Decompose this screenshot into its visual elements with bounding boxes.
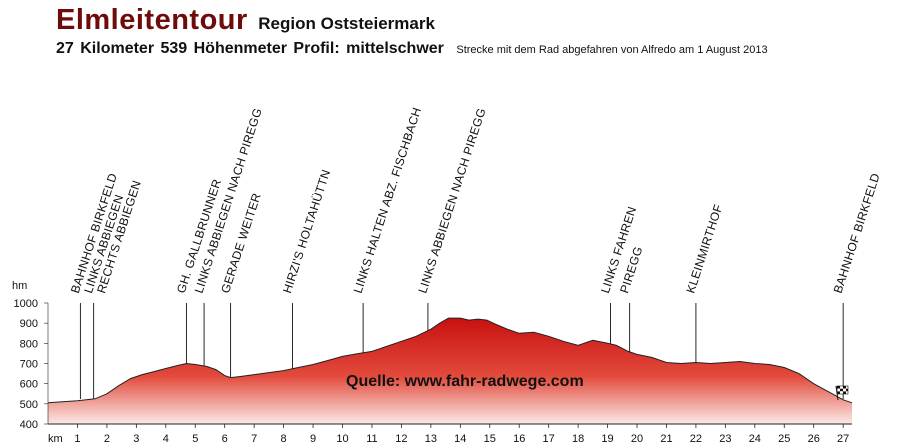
- x-tick-label: 6: [222, 433, 228, 445]
- chart-title: Elmleitentour: [56, 4, 248, 36]
- chart-title-block: Elmleitentour Region Oststeiermark: [56, 4, 435, 37]
- waypoint-label: KLEINMIRTHOF: [683, 202, 725, 295]
- route-note: Strecke mit dem Rad abgefahren von Alfre…: [456, 44, 768, 56]
- x-tick-label: 26: [808, 433, 820, 445]
- x-tick-label: 10: [336, 433, 348, 445]
- x-tick-label: 9: [310, 433, 316, 445]
- y-tick-label: 700: [20, 359, 38, 371]
- waypoint-label: LINKS HALTEN ABZ. FISCHBACH: [351, 106, 424, 295]
- x-tick-label: 4: [163, 433, 169, 445]
- x-tick-label: 3: [133, 433, 139, 445]
- x-tick-label: 11: [366, 433, 377, 445]
- y-tick-label: 800: [20, 338, 38, 350]
- y-tick-label: 1000: [14, 298, 38, 310]
- elevation-area: [48, 318, 852, 424]
- x-tick-label: 18: [572, 433, 584, 445]
- x-tick-label: 19: [601, 433, 613, 445]
- x-tick-label: 20: [631, 433, 643, 445]
- y-tick-label: 400: [20, 419, 38, 431]
- x-axis-unit: km: [48, 433, 63, 445]
- x-axis-ticks: 1 2 3 4 5 6 7 8 9 10 11 12 13 14 15 16 17 18 19 20 21 22 23 24 2…: [74, 424, 849, 445]
- x-tick-label: 16: [513, 433, 525, 445]
- x-tick-label: 25: [778, 433, 790, 445]
- elevation-line: [47, 317, 853, 404]
- waypoint-label: HIRZI'S HOLTAHÜTTN: [280, 168, 333, 295]
- route-stats: 27 Kilometer 539 Höhenmeter Profil: mitt…: [56, 40, 444, 57]
- x-tick-label: 17: [543, 433, 555, 445]
- source-note: Quelle: www.fahr-radwege.com: [346, 373, 584, 390]
- x-tick-label: 23: [719, 433, 731, 445]
- y-tick-label: 900: [20, 318, 38, 330]
- x-tick-label: 14: [454, 433, 466, 445]
- waypoint-label: BAHNHOF BIRKFELD: [831, 171, 883, 295]
- y-axis-unit: hm: [12, 280, 27, 292]
- x-tick-label: 27: [837, 433, 849, 445]
- x-tick-label: 8: [281, 433, 287, 445]
- x-tick-label: 5: [192, 433, 198, 445]
- x-tick-label: 24: [749, 433, 761, 445]
- x-tick-label: 15: [484, 433, 496, 445]
- x-tick-label: 2: [104, 433, 110, 445]
- x-tick-label: 7: [251, 433, 257, 445]
- x-tick-label: 1: [74, 433, 80, 445]
- y-axis-ticks: 400 500 600 700 800 900 1000: [14, 298, 48, 431]
- finish-flag-icon: [835, 385, 849, 401]
- y-tick-label: 500: [20, 399, 38, 411]
- x-tick-label: 22: [690, 433, 702, 445]
- x-tick-label: 21: [660, 433, 672, 445]
- x-tick-label: 12: [395, 433, 407, 445]
- y-tick-label: 600: [20, 379, 38, 391]
- waypoint-label: LINKS ABBIEGEN NACH PIREGG: [415, 106, 488, 295]
- x-tick-label: 13: [425, 433, 437, 445]
- chart-subtitle-block: 27 Kilometer 539 Höhenmeter Profil: mitt…: [56, 40, 768, 58]
- region-label: Region Oststeiermark: [258, 14, 435, 33]
